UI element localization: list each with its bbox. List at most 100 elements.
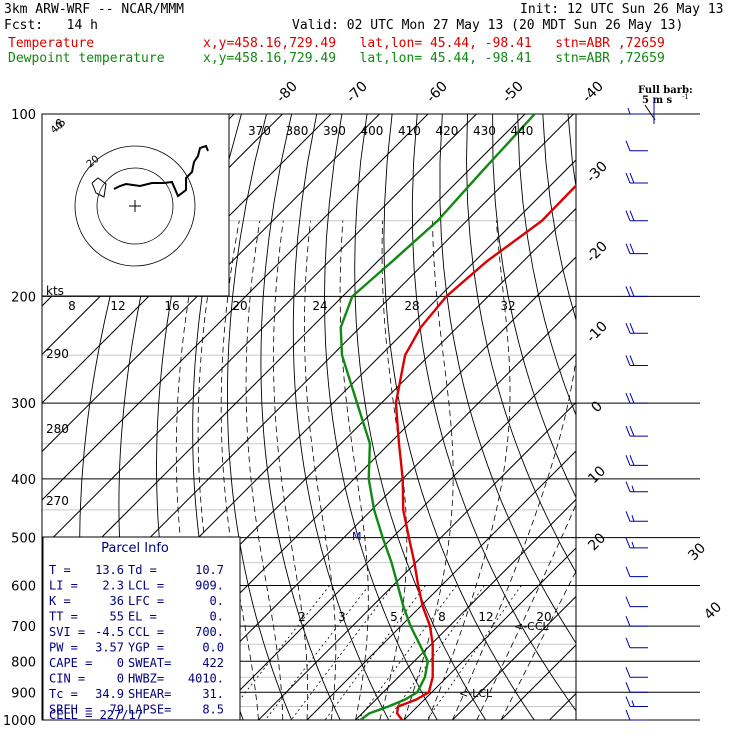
barb-full [625, 355, 631, 366]
temperature-profile [394, 183, 576, 720]
wind-barb [625, 243, 648, 255]
isotherm [403, 547, 576, 720]
isotherm-label: -70 [343, 78, 370, 105]
hodograph-low-level [91, 177, 107, 198]
dry-adiabat [439, 114, 576, 644]
isotherm-label: 10 [585, 463, 609, 487]
isotherm [258, 401, 576, 720]
barb-full [629, 210, 635, 221]
theta-label: 290 [46, 347, 69, 361]
isotherm [42, 114, 380, 453]
parcel-info-title: Parcel Info [101, 541, 169, 556]
barb-half [631, 485, 635, 492]
isotherm [452, 595, 576, 720]
dry-adiabat [542, 114, 576, 322]
parcel-field-name: LCL = [128, 579, 164, 593]
parcel-field-value: 2.3 [102, 579, 124, 593]
parcel-field-name: LFC = [128, 594, 164, 608]
parcel-field-value: 700. [195, 625, 224, 639]
lcl-marker: <-LCL [459, 687, 493, 700]
parcel-field-name: LI = [49, 579, 78, 593]
parcel-field-value: 8.5 [202, 703, 224, 717]
pressure-tick-label: 100 [11, 108, 36, 123]
mixing-ratio-top-label: 20 [232, 299, 247, 313]
dry-adiabat [227, 114, 293, 720]
barb-full [625, 481, 631, 492]
parcel-field-name: LAPSE= [128, 703, 171, 717]
pressure-tick-label: 800 [11, 655, 36, 670]
plot-border [41, 113, 577, 721]
wind-barb [625, 392, 648, 404]
dry-adiabat [466, 114, 576, 574]
barb-full [625, 637, 631, 648]
dewpoint-legend-label: Dewpoint temperature [8, 51, 165, 66]
parcel-field-name: PW = [49, 641, 78, 655]
wind-barbs [625, 98, 655, 721]
mixing-ratio-label: 20 [536, 610, 551, 624]
isotherm [42, 114, 477, 550]
isotherm [549, 692, 576, 720]
init-time: Init: 12 UTC Sun 26 May 13 [520, 2, 724, 17]
parcel-field-value: 55 [110, 610, 124, 624]
theta-label: 430 [473, 124, 496, 138]
mixing-ratio-top-label: 32 [500, 299, 515, 313]
moist-adiabat [403, 220, 454, 720]
dry-adiabat [668, 114, 740, 720]
pressure-tick-label: 500 [11, 532, 36, 547]
moist-adiabat [273, 220, 309, 720]
isotherm-label: 0 [588, 398, 606, 416]
mixing-ratio-top-label: 24 [312, 299, 327, 313]
wind-barb [625, 615, 648, 627]
parcel-field-name: YGP = [128, 641, 164, 655]
pressure-tick-label: 200 [11, 290, 36, 305]
mixing-ratio-label: 5 [390, 610, 398, 624]
mixing-ratio-top-label: 16 [164, 299, 179, 313]
parcel-field-value: 79 [110, 703, 124, 717]
parcel-field-value: 10.7 [195, 563, 224, 577]
parcel-info-panel: Parcel Info T = 13.6 Td = 10.7 LI = 2.3 LCL = 90… [42, 536, 241, 722]
barb-full [629, 323, 635, 334]
mixing-ratio-top-label: 28 [404, 299, 419, 313]
barb-half [631, 515, 635, 522]
mixing-ratio-line [324, 585, 426, 720]
pressure-tick-label: 600 [11, 580, 36, 595]
pressure-tick-label: 700 [11, 620, 36, 635]
parcel-field-name: CIN = [49, 672, 85, 686]
isotherm [42, 114, 332, 404]
hodograph-ring [74, 145, 196, 267]
m-marker: M [352, 530, 362, 543]
isotherm [161, 304, 576, 720]
theta-label: 390 [323, 124, 346, 138]
theta-label: 280 [46, 422, 69, 436]
barb-full [625, 511, 631, 522]
moist-adiabat [476, 503, 576, 720]
wind-barb [625, 682, 648, 693]
barb-full [625, 286, 631, 297]
wind-barb [625, 172, 648, 184]
wind-barb [625, 696, 648, 708]
moist-adiabat [500, 570, 576, 720]
isotherm [355, 498, 576, 720]
wind-barb [625, 709, 648, 721]
moist-adiabat [245, 220, 284, 720]
barb-full [625, 682, 631, 693]
parcel-field-name: Tc = [49, 687, 78, 701]
wind-barb [625, 210, 648, 222]
barb-full [625, 696, 631, 707]
ccl-marker: <-CCL [514, 620, 550, 633]
barb-full [629, 355, 635, 366]
isotherm-label: -40 [579, 78, 606, 105]
barb-full [629, 286, 635, 297]
barb-full [625, 615, 631, 627]
barb-full [625, 243, 631, 254]
dry-adiabat [567, 114, 576, 190]
mixing-ratio-top-label: 12 [110, 299, 125, 313]
parcel-field-value: 34.9 [95, 687, 124, 701]
dry-adiabat [694, 114, 740, 720]
wind-barb [625, 355, 648, 366]
barb-full [625, 392, 631, 404]
parcel-cell: CELL = 227/17 [49, 708, 143, 722]
parcel-field-name: SVI = [49, 625, 85, 639]
